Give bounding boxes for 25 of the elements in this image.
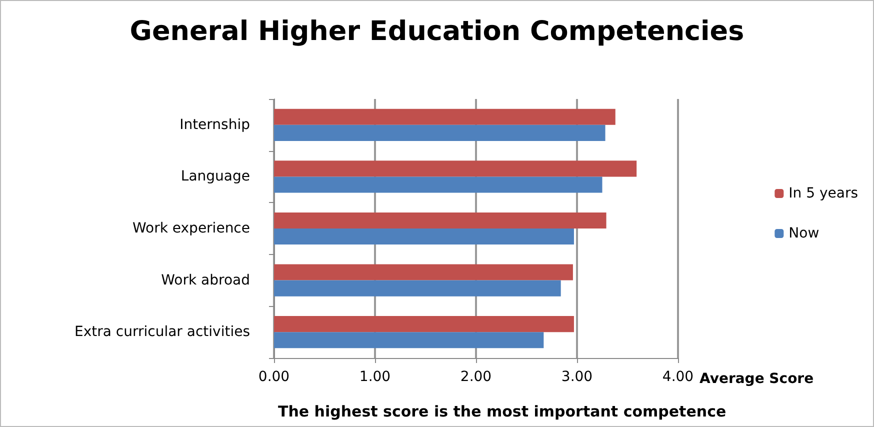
y-tick-label: Work abroad bbox=[161, 272, 250, 288]
bar bbox=[274, 108, 616, 125]
x-axis-title: Average Score bbox=[699, 371, 814, 387]
x-tick-label: 1.00 bbox=[359, 369, 391, 385]
x-tick-label: 0.00 bbox=[258, 369, 290, 385]
bar bbox=[274, 280, 561, 296]
y-tick-label: Extra curricular activities bbox=[74, 324, 250, 340]
x-tick-label: 3.00 bbox=[561, 369, 593, 385]
text: The highest score is the most important competence bbox=[278, 402, 726, 420]
legend-label: In 5 years bbox=[788, 186, 858, 202]
bar bbox=[274, 316, 574, 332]
y-tick-label: Internship bbox=[180, 116, 250, 133]
legend-label: Now bbox=[788, 226, 820, 242]
bar bbox=[274, 228, 574, 245]
y-tick-label: Work experience bbox=[132, 220, 250, 236]
bar bbox=[274, 212, 606, 228]
bar bbox=[274, 264, 573, 280]
bar bbox=[274, 124, 606, 141]
bar bbox=[274, 332, 544, 348]
bar bbox=[274, 160, 637, 177]
x-tick-label: 2.00 bbox=[460, 369, 492, 385]
y-tick-label: Language bbox=[180, 168, 250, 185]
x-tick-label: 4.00 bbox=[662, 369, 694, 385]
chart-title: General Higher Education Competencies bbox=[130, 16, 744, 47]
bar bbox=[274, 176, 602, 193]
